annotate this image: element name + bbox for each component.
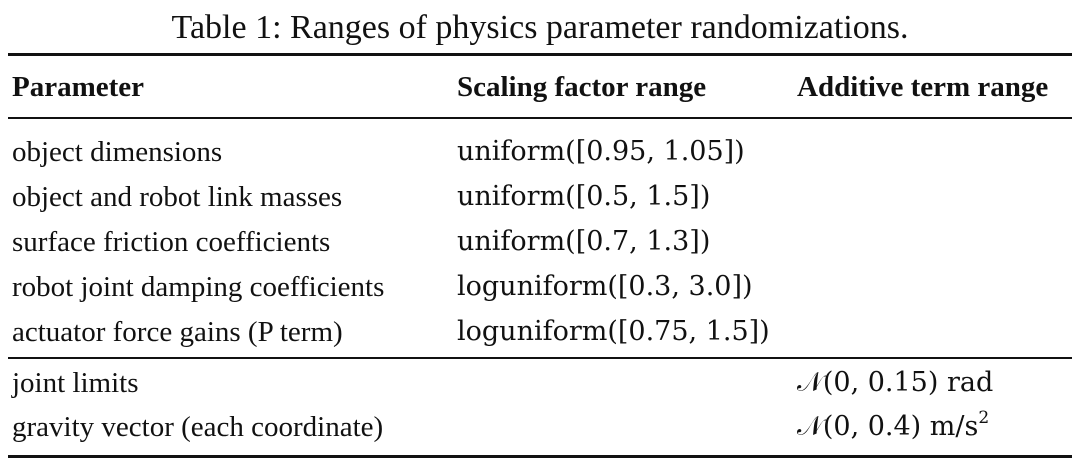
row-parameter: gravity vector (each coordinate) [12,411,384,443]
superscript-exponent: 2 [978,408,990,428]
bottom-rule [8,455,1072,458]
row-parameter: surface friction coefficients [12,226,331,258]
row-additive: 𝒩(0, 0.4) m/s2 [797,410,989,444]
row-parameter: object and robot link masses [12,181,343,213]
row-parameter: actuator force gains (P term) [12,316,343,348]
row-scaling: uniform([0.7, 1.3]) [457,226,711,257]
row-scaling: uniform([0.5, 1.5]) [457,181,711,212]
header-additive-term: Additive term range [797,71,1049,103]
row-additive: 𝒩(0, 0.15) rad [797,367,994,398]
group-divider-rule [8,357,1072,359]
header-scaling-factor: Scaling factor range [457,71,707,103]
row-parameter: object dimensions [12,136,223,168]
top-rule [8,53,1072,56]
row-parameter: joint limits [12,367,139,399]
row-scaling: loguniform([0.75, 1.5]) [457,316,770,347]
table-caption: Table 1: Ranges of physics parameter ran… [171,9,909,46]
row-scaling: loguniform([0.3, 3.0]) [457,271,753,302]
header-rule [8,117,1072,119]
row-parameter: robot joint damping coefficients [12,271,385,303]
header-parameter: Parameter [12,71,145,103]
additive-value: 𝒩(0, 0.4) m/s [797,411,979,442]
row-scaling: uniform([0.95, 1.05]) [457,136,745,167]
